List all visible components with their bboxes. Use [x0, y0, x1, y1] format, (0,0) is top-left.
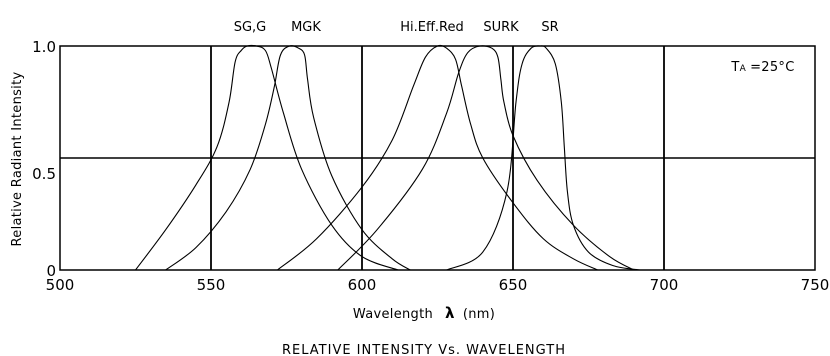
chart-caption: RELATIVE INTENSITY Vs. WAVELENGTH [282, 343, 566, 356]
x-tick-label: 750 [801, 276, 830, 294]
y-tick-label: 1.0 [32, 38, 56, 56]
x-tick-label: 700 [650, 276, 679, 294]
grid-layer [60, 46, 815, 270]
plot-frame [59, 45, 816, 271]
series-label-hi-eff-red: Hi.Eff.Red [400, 20, 464, 35]
tick-layer: 500 550 600 650 700 750 0 0.5 1.0 [32, 38, 829, 294]
lambda-symbol: λ [445, 304, 455, 322]
y-tick-label: 0.5 [32, 165, 56, 183]
series-label-sr: SR [541, 20, 558, 35]
series-label-surk: SURK [483, 20, 519, 35]
temperature-value: =25°C [750, 60, 795, 75]
series-label-layer: SG,G MGK Hi.Eff.Red SURK SR [234, 20, 559, 35]
x-axis-label-text: Wavelength [353, 307, 433, 322]
series-curve-sr [446, 45, 640, 271]
x-tick-label: 500 [46, 276, 75, 294]
y-axis-label: Relative Radiant Intensity [10, 72, 25, 247]
series-label-sg-g: SG,G [234, 20, 267, 35]
series-curve-hi-eff-red [277, 44, 598, 271]
x-tick-label: 650 [499, 276, 528, 294]
x-tick-label: 550 [197, 276, 226, 294]
series-label-mgk: MGK [291, 20, 321, 35]
x-tick-label: 600 [348, 276, 377, 294]
temperature-annotation: TA =25°C [730, 60, 794, 75]
y-tick-label: 0 [46, 262, 56, 280]
temperature-subscript: A [740, 64, 747, 74]
x-axis-label: Wavelength λ (nm) [353, 304, 495, 322]
temperature-symbol: T [730, 60, 739, 75]
series-curve-surk [337, 45, 635, 271]
x-axis-unit: (nm) [463, 307, 495, 322]
